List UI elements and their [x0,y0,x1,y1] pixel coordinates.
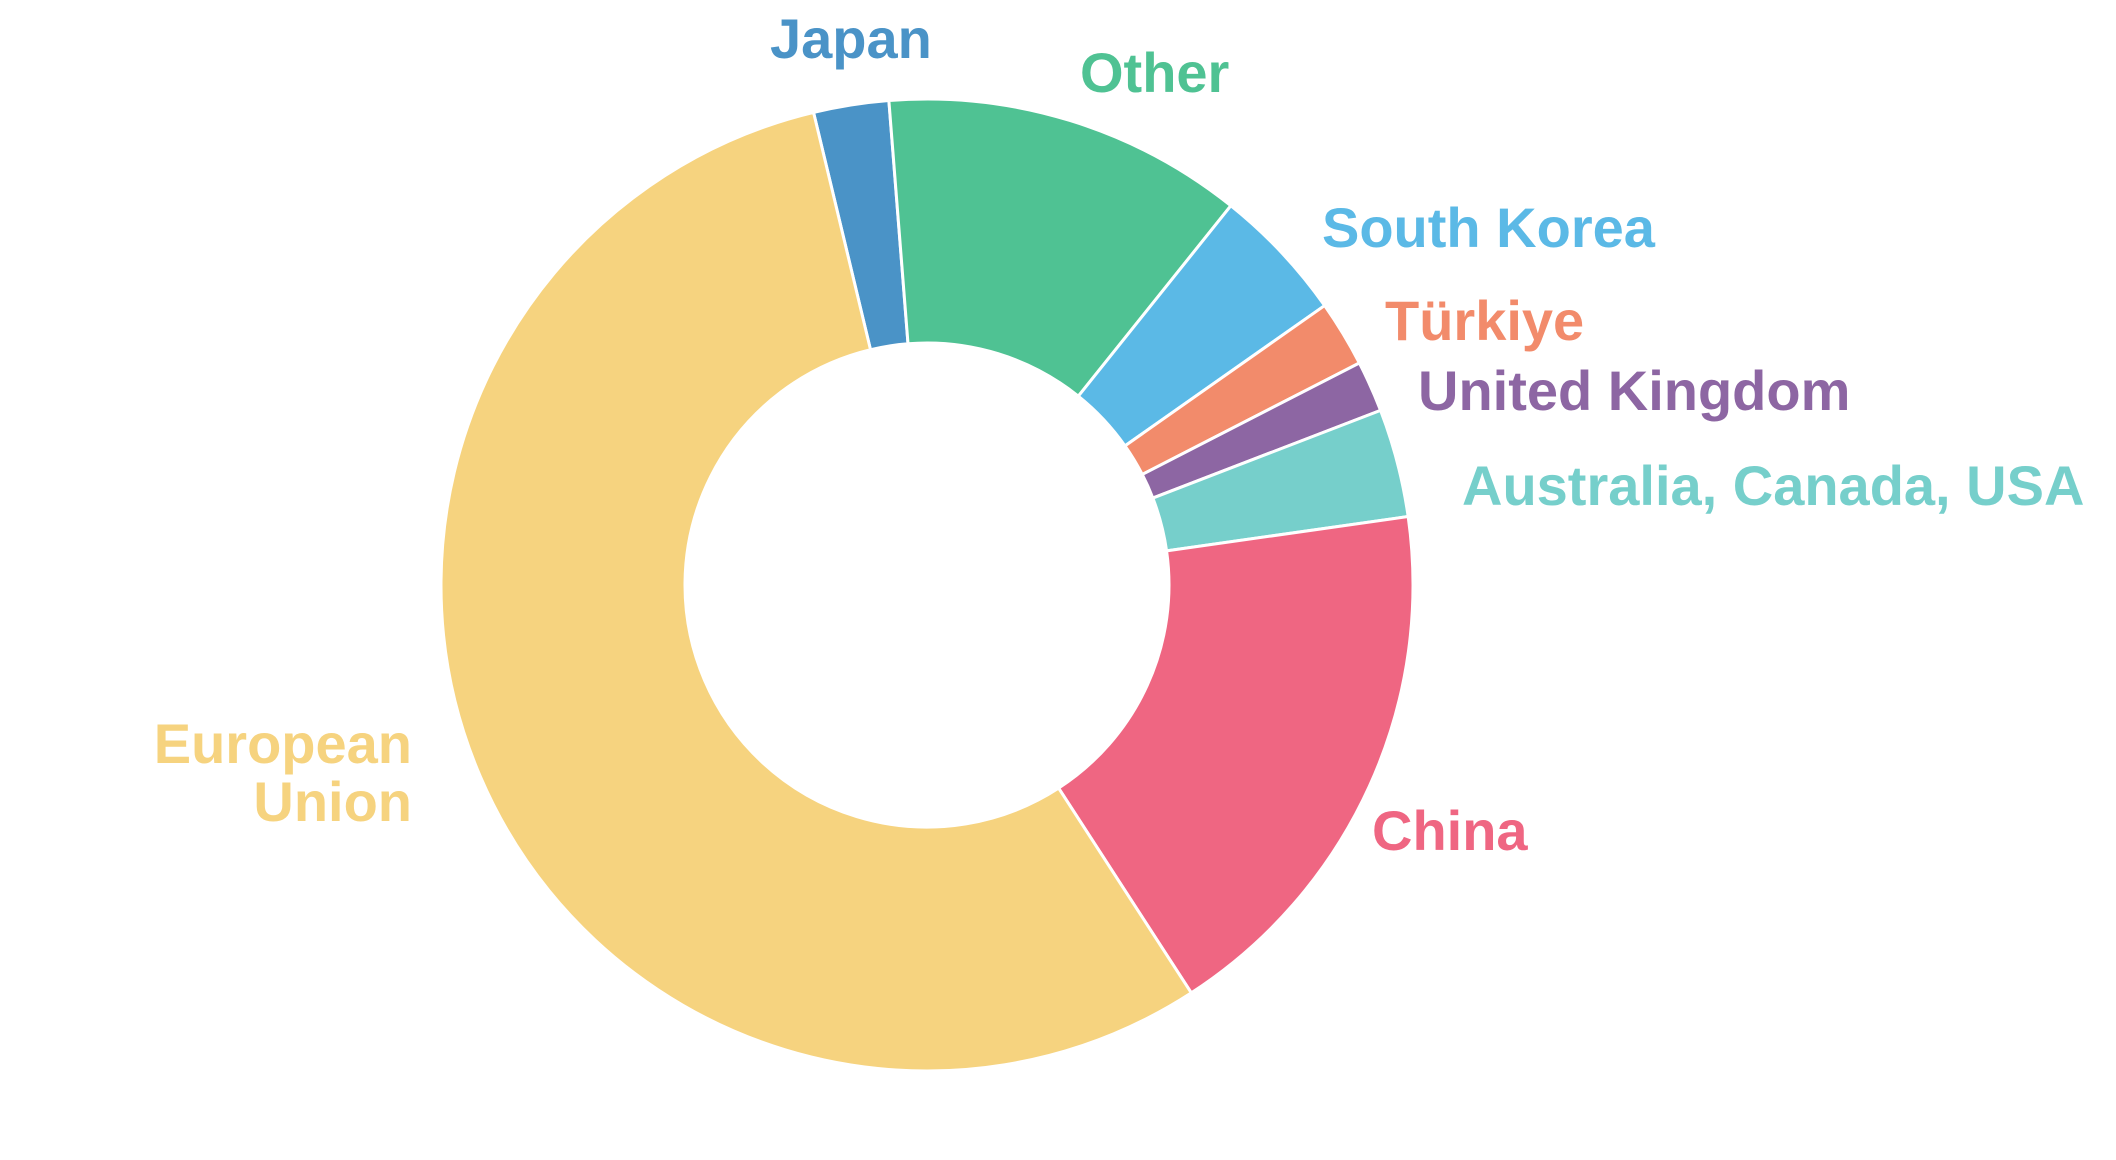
label-united-kingdom: United Kingdom [1418,359,1850,422]
slices-layer [439,97,1415,1073]
label-other: Other [1080,41,1229,104]
label-australia-canada-usa: Australia, Canada, USA [1462,454,2084,517]
label-european-union: European Union [154,712,412,833]
slice-china [1057,515,1415,995]
label-south-korea: South Korea [1322,196,1656,259]
label-japan: Japan [770,7,932,70]
labels-layer: Japan Other South Korea Türkiye United Kingd… [154,7,2085,862]
slice-european-union [439,110,1193,1073]
label-china: China [1372,799,1528,862]
label-t-rkiye: Türkiye [1385,289,1584,352]
slice-other [887,97,1233,398]
